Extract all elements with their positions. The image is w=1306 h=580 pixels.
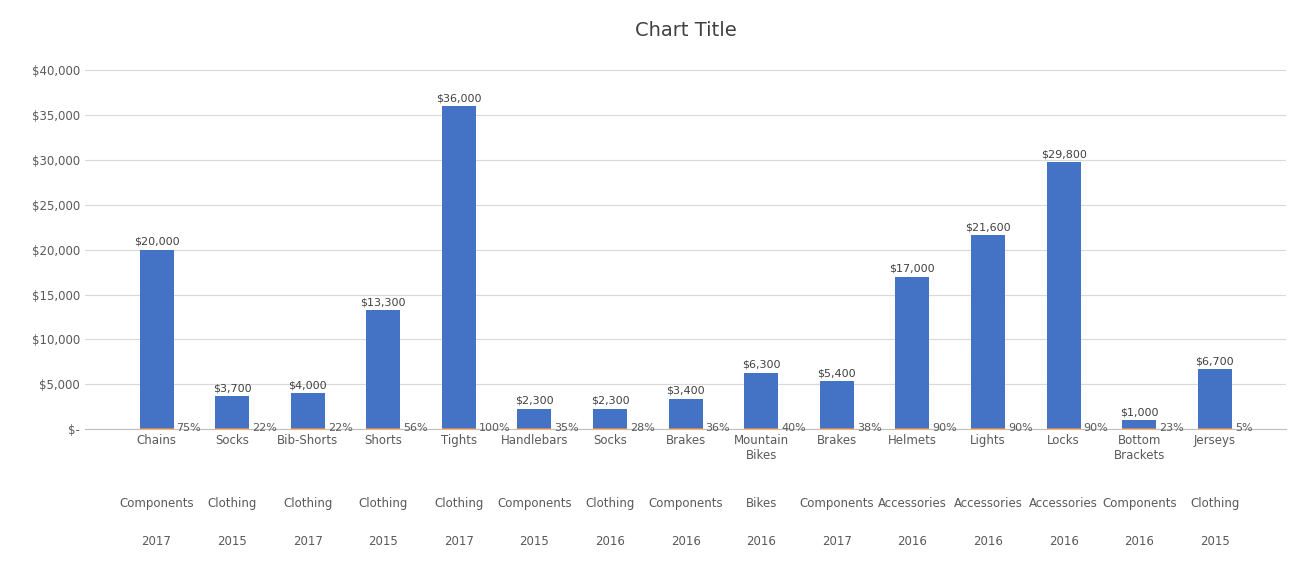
- Text: $6,700: $6,700: [1195, 356, 1234, 367]
- Text: $3,700: $3,700: [213, 383, 252, 393]
- Text: 2016: 2016: [973, 535, 1003, 548]
- Text: $2,300: $2,300: [515, 396, 554, 406]
- Text: $21,600: $21,600: [965, 223, 1011, 233]
- Text: 35%: 35%: [555, 423, 579, 433]
- Bar: [820, 427, 854, 429]
- Bar: [140, 249, 174, 429]
- Text: Bikes: Bikes: [746, 497, 777, 510]
- Text: Components: Components: [498, 497, 572, 510]
- Bar: [970, 427, 1006, 429]
- Text: $4,000: $4,000: [289, 380, 326, 390]
- Bar: [744, 427, 778, 429]
- Text: 36%: 36%: [705, 423, 730, 433]
- Text: 90%: 90%: [1008, 423, 1033, 433]
- Text: 2016: 2016: [746, 535, 776, 548]
- Text: 2017: 2017: [141, 535, 171, 548]
- Text: Clothing: Clothing: [208, 497, 257, 510]
- Text: 22%: 22%: [328, 423, 353, 433]
- Text: Components: Components: [1102, 497, 1177, 510]
- Text: Clothing: Clothing: [585, 497, 635, 510]
- Text: Clothing: Clothing: [359, 497, 407, 510]
- Text: 2016: 2016: [596, 535, 626, 548]
- Text: $17,000: $17,000: [889, 264, 935, 274]
- Bar: [291, 393, 325, 429]
- Bar: [970, 235, 1006, 429]
- Text: 5%: 5%: [1234, 423, 1252, 433]
- Text: 90%: 90%: [932, 423, 957, 433]
- Text: Accessories: Accessories: [878, 497, 947, 510]
- Text: 75%: 75%: [176, 423, 201, 433]
- Text: 2015: 2015: [217, 535, 247, 548]
- Text: Accessories: Accessories: [953, 497, 1023, 510]
- Bar: [820, 380, 854, 429]
- Text: Clothing: Clothing: [1190, 497, 1239, 510]
- Text: Clothing: Clothing: [434, 497, 483, 510]
- Bar: [1198, 427, 1232, 429]
- Text: $29,800: $29,800: [1041, 149, 1087, 159]
- Bar: [441, 427, 475, 429]
- Title: Chart Title: Chart Title: [635, 20, 737, 39]
- Text: 2015: 2015: [368, 535, 398, 548]
- Text: 90%: 90%: [1084, 423, 1109, 433]
- Bar: [896, 427, 930, 429]
- Text: 2016: 2016: [1049, 535, 1079, 548]
- Text: 2017: 2017: [293, 535, 323, 548]
- Bar: [1122, 420, 1156, 429]
- Text: $5,400: $5,400: [818, 368, 857, 378]
- Bar: [669, 398, 703, 429]
- Text: $36,000: $36,000: [436, 93, 482, 103]
- Text: 22%: 22%: [252, 423, 277, 433]
- Text: $2,300: $2,300: [590, 396, 629, 406]
- Text: 2016: 2016: [1124, 535, 1155, 548]
- Text: 2017: 2017: [444, 535, 474, 548]
- Text: 23%: 23%: [1160, 423, 1185, 433]
- Text: $3,400: $3,400: [666, 386, 705, 396]
- Text: Clothing: Clothing: [283, 497, 333, 510]
- Bar: [1046, 162, 1080, 429]
- Text: Accessories: Accessories: [1029, 497, 1098, 510]
- Bar: [366, 427, 401, 429]
- Bar: [517, 408, 551, 429]
- Bar: [744, 372, 778, 429]
- Bar: [517, 427, 551, 429]
- Text: Components: Components: [799, 497, 874, 510]
- Text: Components: Components: [119, 497, 193, 510]
- Bar: [140, 427, 174, 429]
- Text: $6,300: $6,300: [742, 360, 781, 370]
- Text: Components: Components: [648, 497, 724, 510]
- Text: $1,000: $1,000: [1121, 408, 1158, 418]
- Bar: [593, 427, 627, 429]
- Bar: [215, 396, 249, 429]
- Text: 2016: 2016: [671, 535, 700, 548]
- Text: 2015: 2015: [520, 535, 550, 548]
- Bar: [215, 427, 249, 429]
- Text: 2015: 2015: [1200, 535, 1230, 548]
- Bar: [1122, 427, 1156, 429]
- Bar: [1198, 369, 1232, 429]
- Bar: [441, 106, 475, 429]
- Text: 2016: 2016: [897, 535, 927, 548]
- Text: 2017: 2017: [821, 535, 852, 548]
- Bar: [1046, 427, 1080, 429]
- Text: 40%: 40%: [781, 423, 806, 433]
- Bar: [669, 427, 703, 429]
- Text: 56%: 56%: [404, 423, 428, 433]
- Text: $13,300: $13,300: [360, 297, 406, 307]
- Text: 100%: 100%: [479, 423, 511, 433]
- Bar: [366, 310, 401, 429]
- Bar: [291, 427, 325, 429]
- Bar: [593, 408, 627, 429]
- Text: 38%: 38%: [857, 423, 882, 433]
- Bar: [896, 277, 930, 429]
- Text: 28%: 28%: [629, 423, 656, 433]
- Text: $20,000: $20,000: [133, 237, 179, 247]
